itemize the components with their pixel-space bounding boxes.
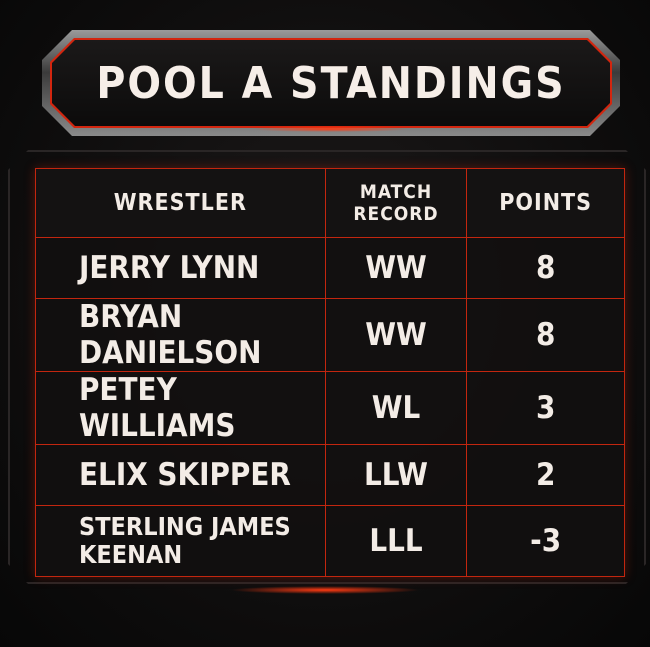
glow-accent <box>250 126 410 132</box>
wrestler-name-line2: KEENAN <box>79 540 183 569</box>
points: -3 <box>466 505 625 577</box>
table-row: JERRY LYNN WW 8 <box>35 237 625 299</box>
table-row: STERLING JAMES KEENAN LLL -3 <box>35 505 625 577</box>
title-banner: POOL A STANDINGS <box>42 30 620 136</box>
header-match-record: MATCH RECORD <box>324 168 468 238</box>
match-record: LLW <box>324 444 468 506</box>
points: 3 <box>466 371 625 445</box>
match-record: WW <box>324 237 468 299</box>
match-record: WL <box>324 371 468 445</box>
standings-table: WRESTLER MATCH RECORD POINTS JERRY LYNN W… <box>35 168 625 577</box>
header-record-line1: MATCH <box>359 181 433 203</box>
glow-accent-bottom <box>230 586 420 594</box>
wrestler-name: JERRY LYNN <box>35 237 326 299</box>
match-record: WW <box>324 298 468 372</box>
background-frame <box>8 150 646 584</box>
match-record: LLL <box>324 505 468 577</box>
points: 2 <box>466 444 625 506</box>
header-points: POINTS <box>466 168 625 238</box>
wrestler-name: STERLING JAMES KEENAN <box>35 505 326 577</box>
wrestler-name: BRYAN DANIELSON <box>35 298 326 372</box>
wrestler-name: ELIX SKIPPER <box>35 444 326 506</box>
page-title: POOL A STANDINGS <box>96 57 566 109</box>
header-wrestler: WRESTLER <box>35 168 326 238</box>
wrestler-name-line1: STERLING JAMES <box>79 512 291 541</box>
wrestler-name: PETEY WILLIAMS <box>35 371 326 445</box>
table-row: ELIX SKIPPER LLW 2 <box>35 444 625 506</box>
points: 8 <box>466 298 625 372</box>
points: 8 <box>466 237 625 299</box>
table-header-row: WRESTLER MATCH RECORD POINTS <box>35 168 625 238</box>
table-row: BRYAN DANIELSON WW 8 <box>35 298 625 372</box>
table-row: PETEY WILLIAMS WL 3 <box>35 371 625 445</box>
header-record-line2: RECORD <box>353 203 439 225</box>
